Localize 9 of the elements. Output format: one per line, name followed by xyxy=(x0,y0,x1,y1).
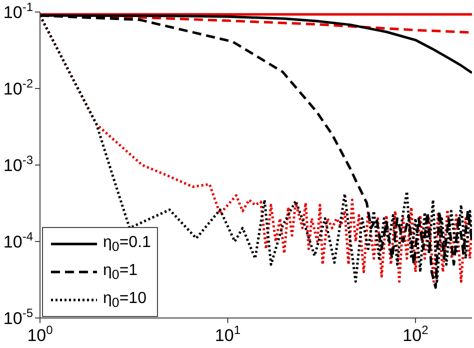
y-tick-label: 10$^{-3}$ xyxy=(3,153,34,175)
x-tick-label: 10$^{2}$ xyxy=(402,323,429,345)
legend-label: η$_{0}$=1 xyxy=(103,262,138,282)
y-tick-label: 10$^{-4}$ xyxy=(3,230,34,252)
legend-label: η$_{0}$=10 xyxy=(103,290,146,310)
y-tick-label: 10$^{-1}$ xyxy=(3,0,34,22)
legend-label: η$_{0}$=0.1 xyxy=(103,234,151,254)
y-tick-label: 10$^{-2}$ xyxy=(3,76,34,98)
x-tick-label: 10$^{1}$ xyxy=(214,323,241,345)
